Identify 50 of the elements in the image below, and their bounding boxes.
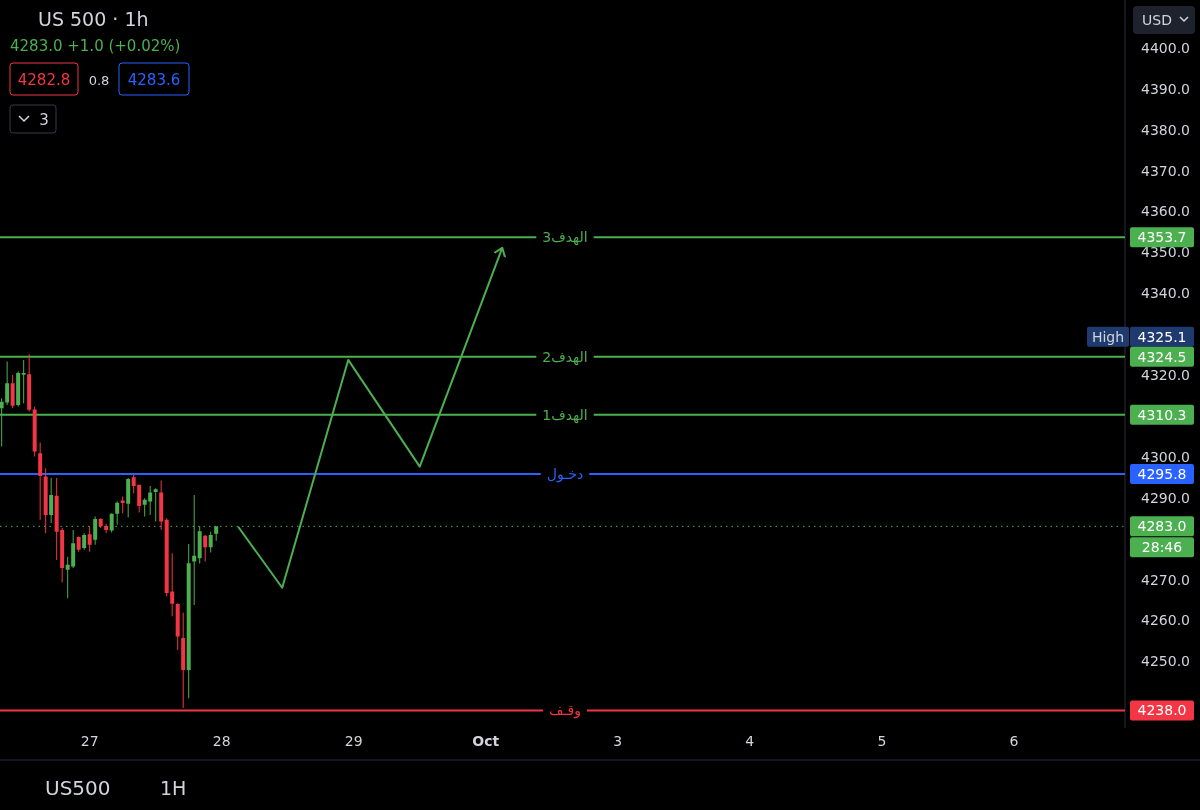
annotation: 4295.8 (1130, 464, 1194, 484)
annotation: 4283.0 (1130, 516, 1194, 537)
y-tick-label: 4300.0 (1141, 448, 1190, 465)
annotation: 0.8 (88, 73, 110, 88)
x-tick-label: 28 (212, 733, 231, 749)
text: 4283.0 +1.0 (+0.02%) (10, 37, 181, 55)
x-tick-label: 6 (1009, 733, 1019, 749)
annotation: 4283.6 (118, 62, 190, 96)
candlestick (21, 359, 26, 404)
x-tick-label: 3 (613, 733, 623, 749)
annotation: 4238.0 (1130, 700, 1194, 721)
y-tick-label: 4370.0 (1141, 162, 1190, 179)
annotation: 4283.6 (127, 71, 181, 89)
x-tick-label: 4 (745, 733, 755, 749)
candlestick (192, 494, 197, 605)
annotation: 4282.8 (17, 71, 71, 89)
y-tick-label: 4290.0 (1141, 489, 1190, 506)
ref-line-label: الهدف1 (542, 406, 588, 424)
y-tick-label: 4340.0 (1141, 285, 1190, 302)
y-tick-label: 4360.0 (1141, 203, 1190, 220)
y-tick-label: 4320.0 (1141, 367, 1190, 384)
y-tick-label: 4270.0 (1141, 571, 1190, 588)
chart-title: US 500 · 1h (38, 8, 149, 30)
annotation: 4324.5 (1130, 346, 1194, 367)
annotation: 3 (9, 104, 57, 134)
annotation: USD (1133, 6, 1195, 34)
annotation: 4353.7 (1130, 227, 1194, 248)
ref-line-label: وقـف (548, 702, 582, 720)
ref-line-label: الهدف2 (542, 348, 588, 366)
text: US500 (45, 776, 111, 800)
text: 1H (160, 777, 187, 799)
y-tick-label: 4390.0 (1141, 80, 1190, 97)
annotation: High (1087, 326, 1129, 347)
y-tick-label: 4250.0 (1141, 653, 1190, 670)
ref-line-label: دخـول (546, 466, 584, 484)
annotation: 28:46 (1130, 537, 1194, 558)
candlestick (153, 488, 158, 522)
annotation: 3 (39, 111, 49, 129)
ref-line-label: الهدف3 (542, 229, 588, 247)
y-tick-label: 4400.0 (1141, 39, 1190, 56)
annotation: 4282.8 (9, 62, 79, 96)
x-tick-label: 27 (80, 733, 99, 749)
y-tick-label: 4380.0 (1141, 121, 1190, 138)
annotation: 4310.3 (1130, 404, 1194, 425)
annotation: 4325.1 (1130, 326, 1194, 347)
candlestick (0, 398, 4, 447)
x-tick-label: Oct (472, 733, 500, 749)
y-tick-label: 4260.0 (1141, 612, 1190, 629)
x-tick-label: 29 (344, 733, 363, 749)
x-tick-label: 5 (877, 733, 887, 749)
